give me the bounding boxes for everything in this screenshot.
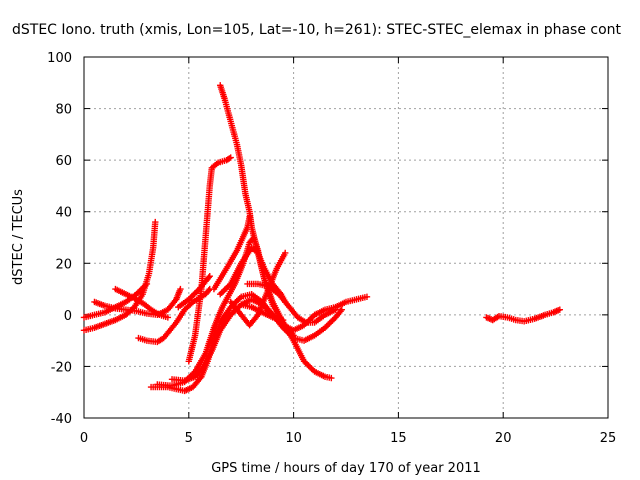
tick-labels: 0 5 10 15 20 25 -40 -20 0 20 40 60 80 100 (47, 51, 616, 446)
y-tick-label: -20 (51, 360, 72, 375)
y-tick-label: 60 (55, 154, 72, 169)
plot-frame (83, 56, 609, 419)
data-point-markers (185, 154, 234, 365)
data-series (238, 301, 287, 324)
chart-title: dSTEC Iono. truth (xmis, Lon=105, Lat=-1… (12, 22, 622, 38)
y-tick-label: 20 (55, 257, 72, 272)
data-point-markers (91, 285, 184, 319)
y-axis-label: dSTEC / TECUs (11, 189, 26, 285)
x-tick-label: 0 (80, 431, 88, 446)
data-series (185, 154, 234, 365)
x-tick-label: 5 (185, 431, 193, 446)
x-axis-label: GPS time / hours of day 170 of year 2011 (211, 461, 481, 476)
x-tick-label: 20 (495, 431, 512, 446)
data-series (483, 306, 563, 325)
data-point-markers (210, 213, 253, 293)
data-series (244, 280, 339, 326)
data-point-markers (483, 306, 563, 325)
data-point-markers (244, 280, 339, 326)
y-tick-label: 100 (47, 51, 72, 66)
grid (84, 57, 608, 418)
data-marks (80, 82, 563, 395)
data-series (91, 285, 184, 319)
data-series (210, 213, 253, 293)
x-tick-label: 25 (600, 431, 617, 446)
data-series (112, 285, 172, 321)
data-point-markers (112, 285, 172, 321)
data-series (135, 285, 213, 346)
data-point-markers (238, 301, 287, 324)
y-tick-label: 40 (55, 206, 72, 221)
y-tick-label: 0 (64, 309, 72, 324)
x-tick-label: 10 (285, 431, 302, 446)
y-tick-label: 80 (55, 103, 72, 118)
data-point-markers (135, 285, 213, 346)
x-tick-label: 15 (390, 431, 407, 446)
y-tick-label: -40 (51, 412, 72, 427)
